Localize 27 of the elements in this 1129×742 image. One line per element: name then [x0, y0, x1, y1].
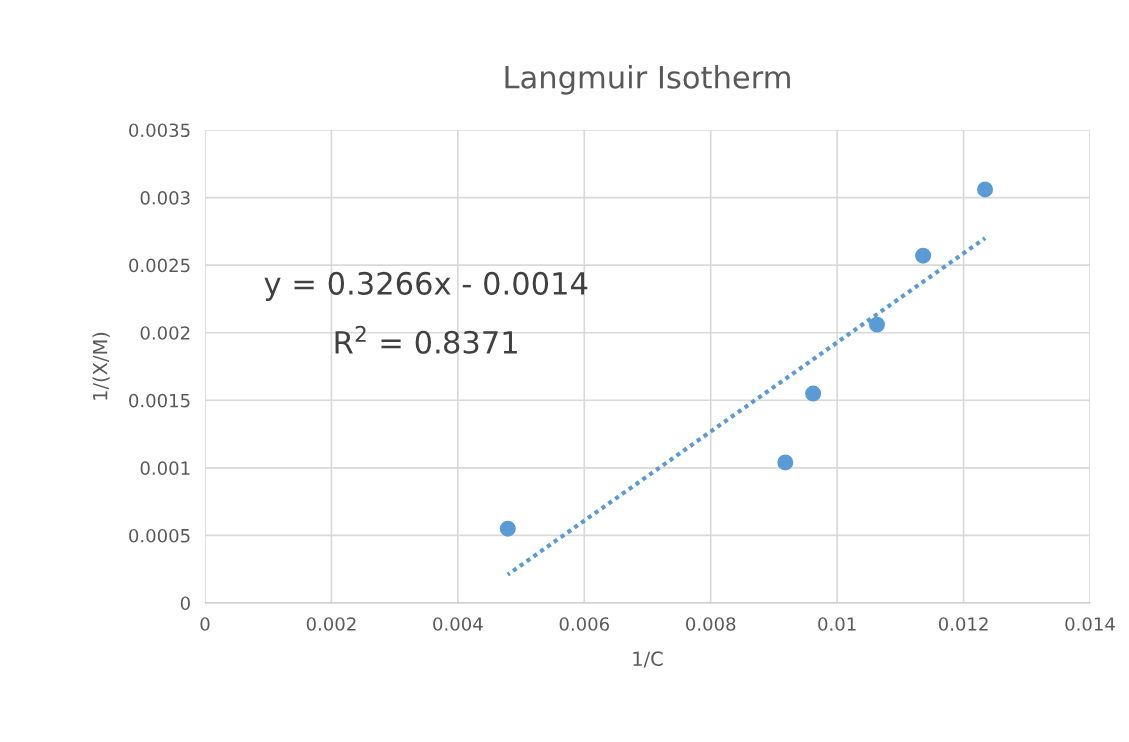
point	[915, 247, 932, 264]
y-tick-label: 0.002	[140, 326, 190, 340]
annotation: y = 0.3266x - 0.0014	[264, 271, 588, 301]
x-tick-label: 0.008	[686, 617, 736, 631]
y-tick-label: 0	[180, 596, 190, 611]
y-tick-label: 0.0025	[129, 258, 190, 273]
x-tick-label: 0.006	[559, 617, 609, 631]
point	[499, 520, 516, 537]
y-tick-label: 0.0035	[129, 123, 190, 138]
point	[868, 316, 885, 333]
y-tick-label: 0.0015	[129, 393, 190, 408]
y-axis-title: 1/(X/M)	[92, 332, 110, 400]
x-tick-label: 0.014	[1065, 617, 1115, 631]
x-tick-label: 0	[200, 617, 210, 631]
x-tick-label: 0.012	[938, 617, 988, 631]
x-tick-label: 0.002	[306, 617, 356, 631]
y-tick-label: 0.003	[140, 191, 190, 205]
x-axis-title: 1/C	[633, 651, 663, 668]
point	[805, 385, 822, 402]
y-tick-label: 0.001	[140, 461, 190, 475]
y-tick-label: 0.0005	[129, 528, 190, 543]
x-tick-label: 0.01	[818, 617, 856, 631]
point	[977, 181, 994, 198]
annotation: R$^{2}$ = 0.8371	[335, 325, 517, 354]
x-tick-label: 0.004	[433, 617, 483, 631]
point	[777, 454, 794, 471]
chart-title: Langmuir Isotherm	[505, 65, 790, 95]
